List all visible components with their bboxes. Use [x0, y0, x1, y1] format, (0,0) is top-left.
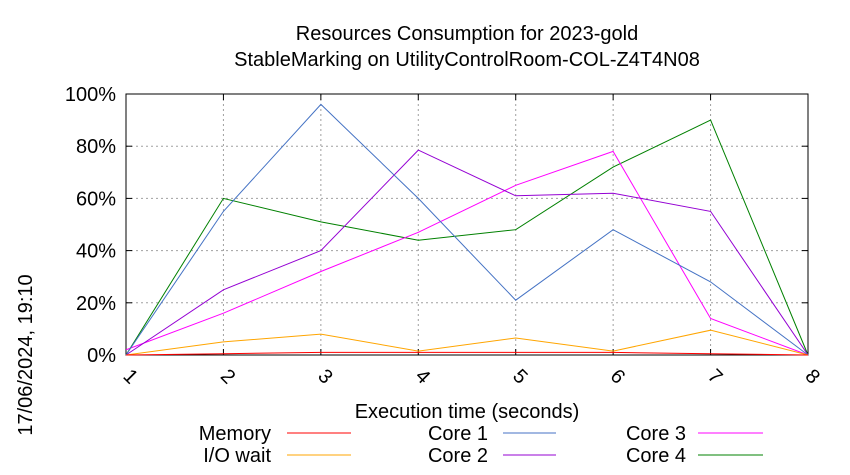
series-line-core-1	[125, 103, 809, 356]
y-axis-ticks: 0% 20% 40% 60% 80% 100%	[65, 84, 808, 367]
series-line-memory	[125, 351, 809, 356]
series-line-core-4	[125, 119, 809, 356]
legend-label-core-4: Core 4	[626, 445, 686, 467]
x-tick-label: 4	[411, 365, 434, 388]
legend-label-memory: Memory	[199, 423, 271, 445]
y-tick-label: 60%	[76, 188, 116, 210]
plot-frame	[125, 93, 809, 356]
x-tick-label: 6	[606, 365, 629, 388]
legend-label-i-o-wait: I/O wait	[203, 445, 271, 467]
y-tick-label: 100%	[65, 84, 116, 106]
x-tick-label: 2	[216, 365, 239, 388]
series-line-i-o-wait	[125, 329, 809, 356]
y-tick-label: 80%	[76, 136, 116, 158]
y-tick-label: 20%	[76, 293, 116, 315]
legend-label-core-3: Core 3	[626, 423, 686, 445]
series-lines	[125, 103, 809, 356]
x-tick-label: 5	[508, 365, 531, 388]
grid	[126, 94, 808, 355]
x-tick-label: 3	[313, 365, 336, 388]
x-tick-label: 8	[801, 365, 824, 388]
legend-label-core-2: Core 2	[428, 445, 488, 467]
timestamp-label: 17/06/2024, 19:10	[15, 274, 37, 435]
chart-title: Resources Consumption for 2023-gold	[296, 23, 638, 45]
legend-label-core-1: Core 1	[428, 423, 488, 445]
x-axis-label: Execution time (seconds)	[355, 401, 580, 423]
chart-subtitle: StableMarking on UtilityControlRoom-COL-…	[234, 49, 700, 71]
series-line-core-2	[125, 149, 809, 356]
y-tick-label: 40%	[76, 241, 116, 263]
series-line-core-3	[125, 150, 809, 356]
x-tick-label: 7	[703, 365, 726, 388]
x-tick-label: 1	[119, 365, 142, 388]
y-tick-label: 0%	[87, 345, 116, 367]
